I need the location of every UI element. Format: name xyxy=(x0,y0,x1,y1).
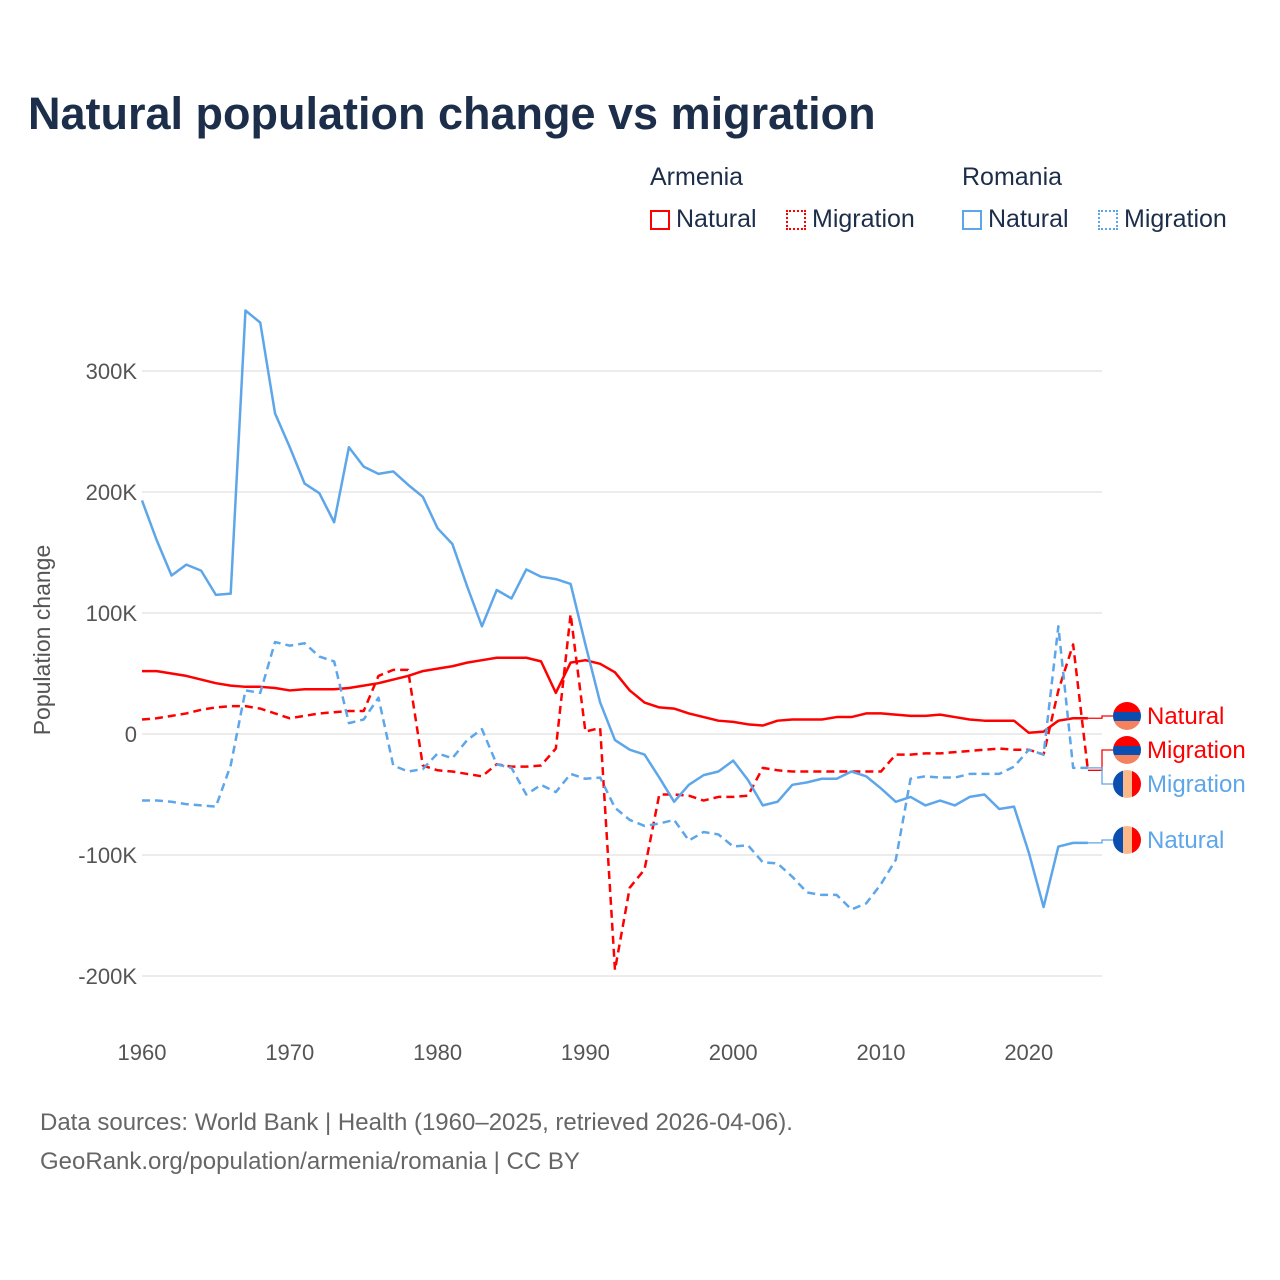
legend-armenia-migration[interactable]: Migration xyxy=(786,205,915,234)
x-tick-label: 2020 xyxy=(1004,1040,1053,1065)
series-line-romania-migration xyxy=(142,625,1088,911)
series-line-armenia-natural xyxy=(142,656,1088,735)
y-tick-label: 300K xyxy=(86,359,138,384)
legend-label: Migration xyxy=(812,205,915,233)
end-label-connector xyxy=(1087,715,1114,719)
x-tick-label: 2000 xyxy=(709,1040,758,1065)
flag-armenia-icon xyxy=(1113,702,1141,730)
x-tick-label: 1960 xyxy=(118,1040,167,1065)
footer-attribution[interactable]: GeoRank.org/population/armenia/romania |… xyxy=(40,1148,580,1175)
legend-label: Natural xyxy=(988,205,1069,233)
legend-swatch-solid xyxy=(962,209,982,230)
end-label-romania-migration: Migration xyxy=(1147,771,1246,798)
legend-romania-migration[interactable]: Migration xyxy=(1098,205,1227,234)
flag-stripe xyxy=(1113,770,1123,798)
footer-sources: Data sources: World Bank | Health (1960–… xyxy=(40,1109,793,1136)
legend-swatch-solid xyxy=(650,209,670,230)
series-line-armenia-migration xyxy=(141,612,1090,972)
flag-fill xyxy=(1113,702,1141,730)
flag-stripe xyxy=(1132,770,1141,798)
y-tick-label: -100K xyxy=(78,843,137,868)
end-label-connector xyxy=(1087,749,1114,771)
legend-armenia-natural[interactable]: Natural xyxy=(650,205,757,234)
x-tick-label: 1980 xyxy=(413,1040,462,1065)
end-label-armenia-natural: Natural xyxy=(1147,703,1224,730)
flag-stripe xyxy=(1123,826,1132,854)
flag-fill xyxy=(1113,826,1141,854)
flag-stripe xyxy=(1113,736,1141,746)
flag-fill xyxy=(1113,736,1141,764)
flag-stripe xyxy=(1113,721,1141,730)
flag-stripe xyxy=(1113,826,1123,854)
flag-fill xyxy=(1113,770,1141,798)
flag-romania-icon xyxy=(1113,770,1141,798)
chart-title: Natural population change vs migration xyxy=(28,88,876,139)
x-tick-label: 1970 xyxy=(265,1040,314,1065)
end-label-armenia-migration: Migration xyxy=(1147,737,1246,764)
flag-stripe xyxy=(1113,746,1141,755)
x-tick-label: 2010 xyxy=(857,1040,906,1065)
y-tick-label: -200K xyxy=(78,964,137,989)
legend-group-armenia: Armenia xyxy=(650,163,744,191)
legend-swatch-dotted xyxy=(1098,209,1118,230)
y-tick-label: 0 xyxy=(125,722,137,747)
legend-label: Migration xyxy=(1124,205,1227,233)
legend-label: Natural xyxy=(676,205,757,233)
flag-romania-icon xyxy=(1113,826,1141,854)
y-tick-label: 200K xyxy=(86,480,138,505)
end-label-connector xyxy=(1087,767,1114,785)
legend-swatch-dotted xyxy=(786,209,806,230)
end-label-romania-natural: Natural xyxy=(1147,827,1224,854)
x-tick-label: 1990 xyxy=(561,1040,610,1065)
flag-armenia-icon xyxy=(1113,736,1141,764)
flag-stripe xyxy=(1132,826,1141,854)
flag-stripe xyxy=(1123,770,1132,798)
legend-group-romania: Romania xyxy=(962,163,1063,191)
y-tick-label: 100K xyxy=(86,601,138,626)
end-label-connector xyxy=(1087,839,1114,844)
y-axis-title: Population change xyxy=(29,545,55,736)
flag-stripe xyxy=(1113,712,1141,721)
series-line-romania-natural xyxy=(140,309,1088,909)
flag-stripe xyxy=(1113,702,1141,712)
flag-stripe xyxy=(1113,755,1141,764)
legend-romania-natural[interactable]: Natural xyxy=(962,205,1069,234)
